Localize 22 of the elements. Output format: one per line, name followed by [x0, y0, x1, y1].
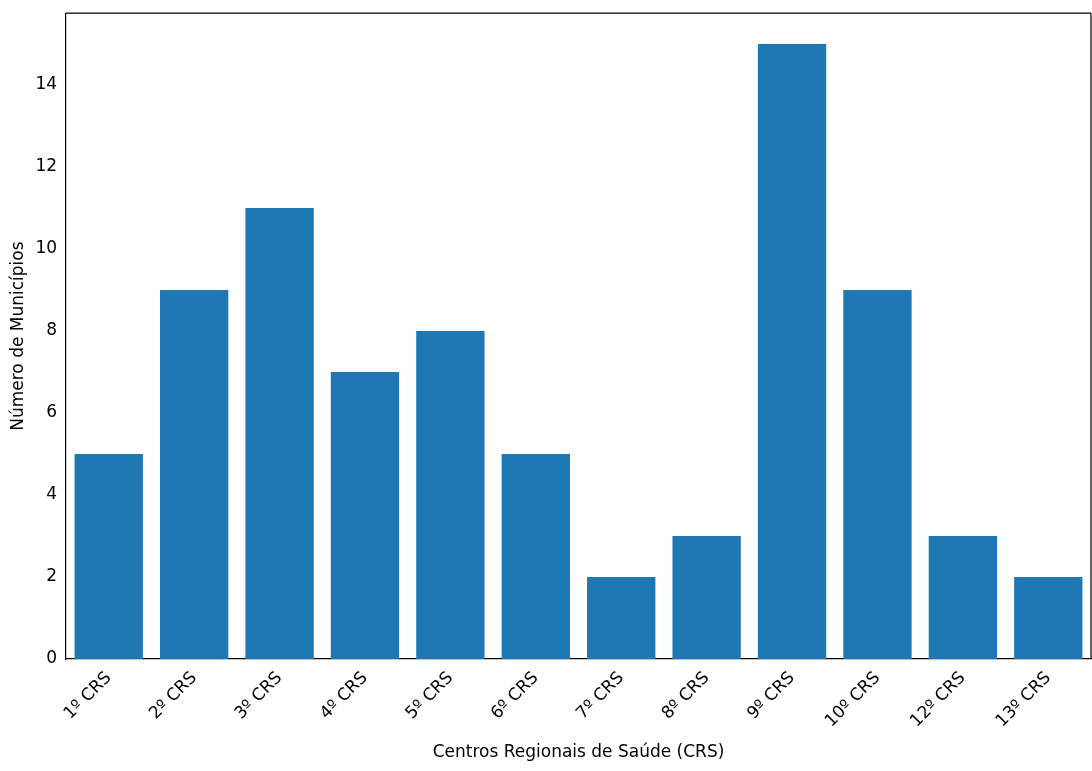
bar — [928, 536, 998, 660]
bar — [74, 454, 143, 660]
y-tick-label: 6 — [46, 401, 58, 422]
x-axis-title: Centros Regionais de Saúde (CRS) — [432, 741, 725, 762]
y-tick-label: 8 — [46, 319, 58, 340]
bar — [843, 289, 912, 660]
bar — [330, 371, 400, 660]
y-axis-title: Número de Municípios — [6, 241, 27, 431]
bar — [587, 577, 656, 660]
bar — [1014, 577, 1083, 660]
y-tick-label: 14 — [35, 73, 58, 94]
bar — [159, 289, 229, 660]
bar — [416, 330, 485, 660]
y-tick-label: 0 — [46, 647, 58, 668]
bar — [501, 454, 570, 660]
y-tick-label: 12 — [35, 155, 58, 176]
y-tick-label: 2 — [46, 565, 58, 586]
y-tick-label: 10 — [35, 237, 58, 258]
bar — [672, 536, 741, 660]
bar — [757, 43, 827, 660]
bar — [245, 207, 314, 660]
y-tick-label: 4 — [46, 483, 58, 504]
